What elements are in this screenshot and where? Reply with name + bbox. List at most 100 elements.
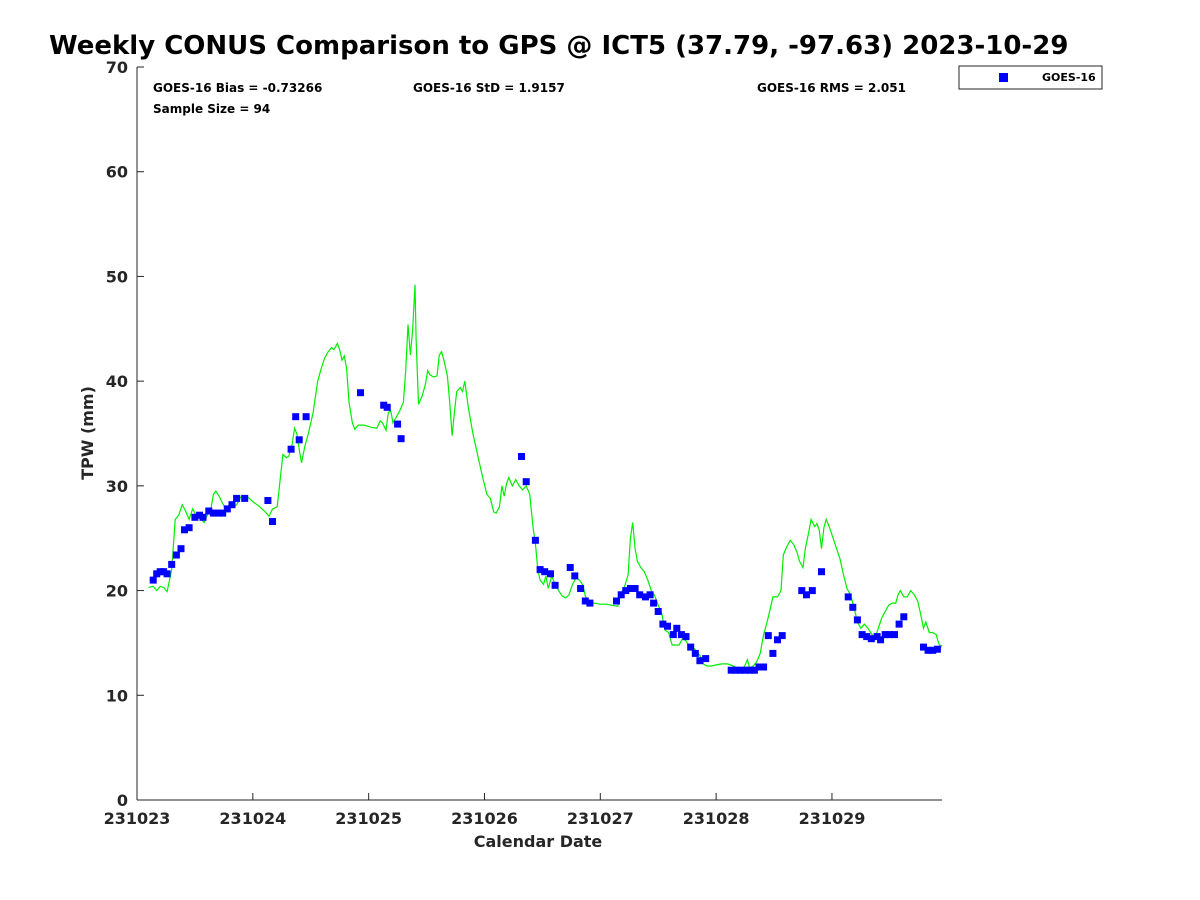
goes-data-point [199,513,207,521]
goes-data-point [177,545,185,553]
plot-area [137,67,942,800]
goes-data-point [769,649,777,657]
goes-data-point [881,631,889,639]
y-tick-label: 70 [106,58,128,77]
legend: GOES-16 [958,65,1103,90]
goes-data-point [691,649,699,657]
goes-data-point [732,666,740,674]
goes-data-point [522,478,530,486]
goes-data-point [646,591,654,599]
rms-stat: GOES-16 RMS = 2.051 [757,81,906,95]
goes-data-point [292,413,300,421]
goes-data-point [287,445,295,453]
goes-data-point [737,666,744,674]
goes-data-point [778,632,786,640]
goes-data-point [920,643,927,651]
goes-data-point [933,645,941,653]
gps-series [148,284,943,671]
goes-data-point [764,632,772,640]
y-tick-label: 50 [106,267,128,286]
std-stat: GOES-16 StD = 1.9157 [413,81,565,95]
goes-data-point [518,453,525,460]
legend-entry-goes: GOES-16 [1042,71,1096,84]
goes-data-point [702,655,710,663]
y-tick-label: 20 [106,582,128,601]
goes-data-point [924,646,932,654]
x-tick-label: 231029 [799,809,866,828]
goes-data-point [891,631,898,639]
gps-series-line [148,284,943,671]
goes-data-point [659,620,667,628]
goes-data-point [746,666,754,674]
goes-data-point [774,636,781,644]
goes-data-point [853,616,861,624]
x-axis-label: Calendar Date [474,832,603,851]
goes-data-point [877,636,885,644]
x-tick-label: 231025 [335,809,402,828]
goes-data-point [642,593,649,601]
goes-data-point [241,494,249,502]
goes-data-point [863,633,871,641]
sample-size-stat: Sample Size = 94 [153,102,270,116]
y-tick-label: 30 [106,477,128,496]
goes-data-point [858,631,866,639]
y-tick-label: 40 [106,372,128,391]
goes-data-point [541,568,549,576]
goes-data-point [191,513,199,521]
goes-data-point [844,593,852,601]
x-tick-label: 231024 [219,809,286,828]
goes-data-point [205,507,213,515]
y-axis-ticks: 0 10 20 30 40 50 60 70 [106,58,144,810]
goes-data-point [886,631,894,639]
goes-data-point [622,587,630,595]
goes-data-point [626,585,634,592]
goes-data-point [214,509,222,517]
goes-data-point [617,591,625,599]
chart-title: Weekly CONUS Comparison to GPS @ ICT5 (3… [49,31,1068,61]
goes-data-point [577,585,585,592]
goes-data-point [929,646,937,654]
goes-data-point [172,551,180,559]
x-axis-ticks: 231023 231024 231025 231026 231027 231028 2310… [104,793,866,828]
goes-data-point [818,568,825,576]
goes-data-point [571,572,579,580]
goes-data-point [760,663,768,671]
goes-data-point [264,497,272,504]
goes-data-point [650,599,658,607]
goes-data-point [895,620,903,628]
goes-data-point [209,509,217,517]
goes-data-point [867,635,875,643]
goes-data-point [586,599,594,607]
goes-data-point [383,403,391,411]
goes-data-point [631,585,639,592]
goes-data-point [168,560,176,568]
goes-data-point [750,666,758,674]
goes-data-point [551,581,559,589]
goes-data-point [149,576,157,584]
goes-data-point [687,643,695,651]
goes-data-point [654,608,662,615]
goes-data-point [669,631,677,639]
goes-data-point [581,597,589,605]
goes-data-point [397,435,405,443]
goes-data-point [233,494,241,502]
goes-data-point [696,657,704,665]
goes-data-point [755,663,763,671]
goes-data-point [223,505,231,513]
x-tick-label: 231027 [567,809,634,828]
goes-data-point [163,570,171,578]
goes-data-point [295,436,303,444]
goes-data-point [613,597,620,605]
goes-data-point [798,587,806,595]
y-axis-label: TPW (mm) [78,386,97,480]
goes-data-point [357,389,364,397]
goes-data-point [547,570,554,578]
goes-data-point [664,622,671,630]
goes-data-point [900,613,908,621]
goes-data-point [636,591,644,599]
x-tick-label: 231028 [683,809,750,828]
x-tick-label: 231026 [451,809,518,828]
legend-marker-square [999,73,1008,82]
goes-data-point [219,509,227,517]
